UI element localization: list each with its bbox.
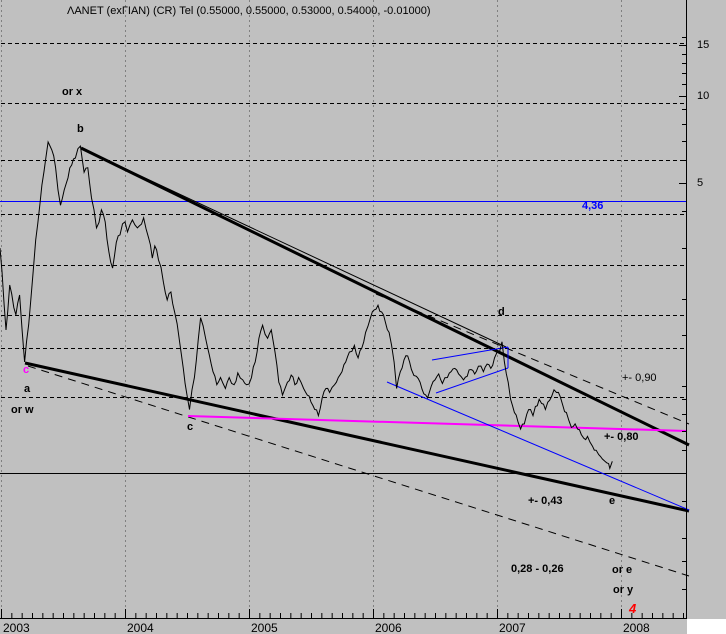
magenta-support-line[interactable] [187, 415, 688, 432]
blue-wedge-top[interactable] [431, 346, 509, 361]
trendline-upper-thick[interactable] [80, 146, 690, 447]
blue-wedge-bottom[interactable] [435, 367, 509, 394]
corner-mask [687, 619, 726, 634]
annotation-label[interactable]: c [187, 421, 194, 433]
channel-lower-dashed[interactable] [27, 365, 690, 577]
annotation-label[interactable]: +- 0,43 [528, 495, 563, 507]
x-axis-year-label: 2007 [499, 621, 526, 634]
trendline-lower-thick[interactable] [24, 361, 690, 513]
annotation-label[interactable]: d [498, 306, 505, 318]
y-axis-label: 10 [697, 90, 710, 102]
annotation-label[interactable]: 0,28 - 0,26 [511, 563, 564, 575]
blue-projection-line[interactable] [386, 381, 690, 511]
x-axis-year-label: 2008 [623, 621, 650, 634]
y-axis-label: 5 [697, 177, 704, 189]
annotation-label[interactable]: +- 0,80 [604, 431, 639, 443]
annotation-label[interactable]: or x [62, 86, 83, 98]
annotation-label[interactable]: a [24, 383, 31, 395]
annotation-label[interactable]: +- 0,90 [622, 372, 657, 384]
annotation-label[interactable]: or w [11, 404, 34, 416]
annotation-label[interactable]: or e [612, 564, 633, 576]
trendline-b-d-thin[interactable] [80, 147, 507, 348]
annotation-label[interactable]: e [609, 495, 616, 507]
price-line[interactable] [0, 140, 613, 471]
chart-title: ΛΑΝΕΤ (exΓΙΑΝ) (CR) Tel (0.55000, 0.5500… [67, 5, 431, 17]
x-axis-year-label: 2005 [251, 621, 278, 634]
annotation-label[interactable]: 4,36 [582, 200, 604, 212]
annotation-label[interactable]: b [77, 123, 84, 135]
x-axis-year-label: 2004 [127, 621, 154, 634]
annotation-label[interactable]: 4 [629, 601, 637, 616]
channel-upper-dashed[interactable] [375, 293, 690, 425]
y-axis-label: 15 [697, 39, 710, 51]
annotation-label[interactable]: c [23, 364, 30, 376]
x-axis-year-label: 2006 [375, 621, 402, 634]
annotation-label[interactable]: or y [613, 584, 634, 596]
x-axis-year-label: 2003 [3, 621, 30, 634]
